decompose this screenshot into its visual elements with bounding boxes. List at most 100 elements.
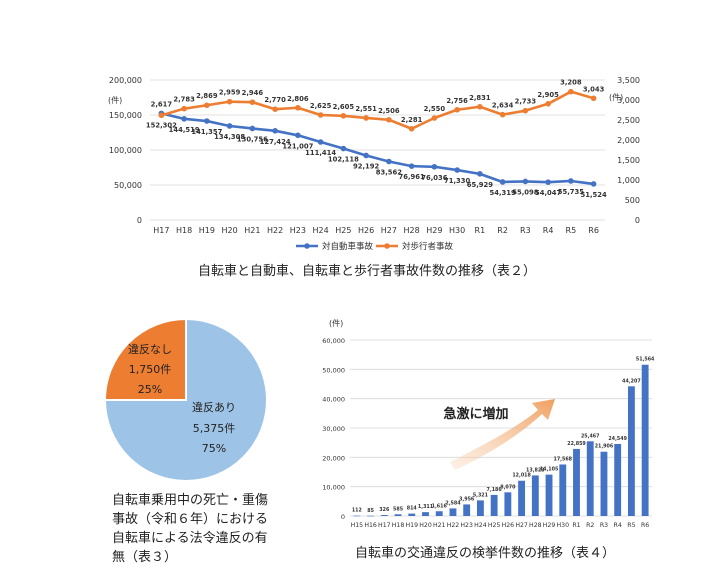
line-chart-category-label: H21 <box>244 226 260 235</box>
data-point-pedestrian <box>522 107 529 114</box>
line-chart-category-label: R4 <box>543 226 554 235</box>
legend-label-pedestrian: 対歩行者事故 <box>402 241 454 252</box>
bar-chart-category-label: R1 <box>572 522 580 529</box>
bar-chart-bars <box>353 364 649 517</box>
bar-data-label: 21,906 <box>595 444 614 450</box>
bar-data-label: 814 <box>407 506 418 512</box>
right-axis-ticks: 0 500 1,000 1,500 2,000 2,500 3,000 3,500 <box>617 76 640 225</box>
legend-marker-car <box>304 243 310 249</box>
bar-chart-category-labels: H15 H16 H17 H18 H19 H20 H21 H22 H23 H24 H25 H26 H27 H… <box>351 522 650 529</box>
bar-data-label: 14,105 <box>540 467 559 473</box>
right-axis-tick-label: 2,500 <box>617 116 640 125</box>
pie-label-violation-percent: 75% <box>202 442 226 455</box>
data-point-car <box>204 118 210 124</box>
violation-pie-chart: 違反あり 5,375件 75% 違反なし 1,750件 25% 自転車乗用中の死… <box>103 317 268 565</box>
bar-chart-category-label: H29 <box>543 522 556 529</box>
data-label-car: 121,007 <box>282 142 313 150</box>
bar-chart-y-tick-label: 20,000 <box>322 454 345 462</box>
data-label-car: 111,414 <box>305 149 336 157</box>
data-label-pedestrian: 2,869 <box>196 92 218 100</box>
pie-label-no-violation-count: 1,750件 <box>129 363 172 376</box>
data-label-car: 141,357 <box>191 128 222 136</box>
line-chart-gridlines <box>150 79 605 221</box>
line-chart-category-label: H18 <box>176 226 192 235</box>
bar <box>504 492 512 516</box>
data-point-car <box>272 128 278 134</box>
right-axis-tick-label: 1,000 <box>617 176 640 185</box>
data-label-pedestrian: 2,756 <box>446 97 468 105</box>
data-point-pedestrian <box>317 112 324 118</box>
data-point-pedestrian <box>181 105 187 112</box>
right-axis-tick-label: 500 <box>625 196 640 205</box>
bar <box>353 515 361 517</box>
bar-data-label: 25,467 <box>581 433 600 439</box>
bar <box>627 386 635 516</box>
bar-data-label: 8,070 <box>500 484 516 490</box>
line-chart-category-labels: H17 H18 H19 H20 H21 H22 H23 H24 H25 H26 H27 H28 H29 H… <box>153 226 599 235</box>
bar-data-label: 3,956 <box>459 496 475 502</box>
bar-chart-category-label: R3 <box>600 522 608 529</box>
line-chart-category-label: R2 <box>497 226 508 235</box>
bar <box>449 508 457 516</box>
line-chart-category-label: H29 <box>426 226 442 235</box>
data-label-pedestrian: 2,946 <box>242 89 264 97</box>
data-point-pedestrian <box>408 125 415 132</box>
pie-label-no-violation-name: 違反なし <box>128 343 172 356</box>
line-chart-category-label: H26 <box>358 226 374 235</box>
bar-data-label: 85 <box>367 508 374 514</box>
right-axis-tick-label: 1,500 <box>617 156 640 165</box>
data-point-car <box>226 123 233 129</box>
data-point-car <box>386 158 392 165</box>
bar-chart-category-label: H28 <box>529 522 542 529</box>
data-label-car: 92,192 <box>353 162 379 170</box>
bar-chart-title: 自転車の交通違反の検挙件数の推移（表４） <box>355 545 615 561</box>
bar-chart-category-label: H21 <box>433 522 446 529</box>
bar-data-label: 1,311 <box>418 504 433 510</box>
bar <box>531 475 539 516</box>
bar <box>614 443 622 516</box>
bar-data-label: 7,186 <box>487 487 503 493</box>
bar-chart-data-labels: 112 85 326 585 814 1,3111,6162,5843,9565,3217… <box>352 357 655 514</box>
pie-label-violation: 違反あり 5,375件 75% <box>192 401 236 455</box>
data-point-pedestrian <box>499 111 506 118</box>
enforcement-bar-chart: (件) 0 10,000 20,000 30,000 40,000 50,000 60,00… <box>322 318 655 561</box>
line-chart-legend: 対自動車事故 対歩行者事故 <box>296 241 454 252</box>
bar-chart-category-label: H17 <box>378 522 391 529</box>
data-label-pedestrian: 2,506 <box>378 107 400 115</box>
data-point-car <box>317 139 324 145</box>
data-label-car: 152,302 <box>146 121 177 129</box>
data-point-car <box>590 181 597 187</box>
bar-data-label: 2,584 <box>445 500 461 506</box>
data-point-car <box>499 179 506 185</box>
left-axis-tick-label: 50,000 <box>114 181 142 190</box>
data-point-car <box>295 132 301 139</box>
line-chart-category-label: H27 <box>381 226 397 235</box>
bar-chart-y-tick-label: 50,000 <box>322 366 345 374</box>
line-chart-category-label: H20 <box>222 226 238 235</box>
left-axis-tick-label: 0 <box>137 216 142 225</box>
legend-label-car: 対自動車事故 <box>322 241 374 252</box>
bar-chart-y-tick-label: 10,000 <box>322 484 345 492</box>
bar-chart-category-label: R5 <box>627 522 635 529</box>
line-chart-category-label: H25 <box>335 226 351 235</box>
right-axis-tick-label: 2,000 <box>617 136 640 145</box>
bar-chart-category-label: R4 <box>614 522 622 529</box>
data-label-pedestrian: 3,043 <box>583 85 605 93</box>
bar-chart-y-ticks: 0 10,000 20,000 30,000 40,000 50,000 60,000 <box>322 337 345 521</box>
line-chart-category-label: H22 <box>267 226 283 235</box>
line-chart-category-label: R3 <box>520 226 531 235</box>
bar <box>380 515 388 516</box>
data-point-car <box>454 167 460 173</box>
data-label-pedestrian: 2,733 <box>515 98 537 106</box>
data-label-pedestrian: 2,551 <box>355 105 377 113</box>
left-axis-tick-label: 100,000 <box>109 146 142 155</box>
data-label-pedestrian: 2,281 <box>401 116 423 124</box>
line-chart-title: 自転車と自動車、自転車と歩行者事故件数の推移（表２） <box>198 264 536 279</box>
bar-data-label: 17,568 <box>554 456 573 462</box>
pie-slice-no-violation <box>103 317 187 401</box>
data-label-pedestrian: 2,905 <box>537 91 559 99</box>
data-label-car: 54,319 <box>490 189 516 197</box>
line-chart-category-label: H28 <box>404 226 420 235</box>
right-axis-tick-label: 3,000 <box>617 96 640 105</box>
